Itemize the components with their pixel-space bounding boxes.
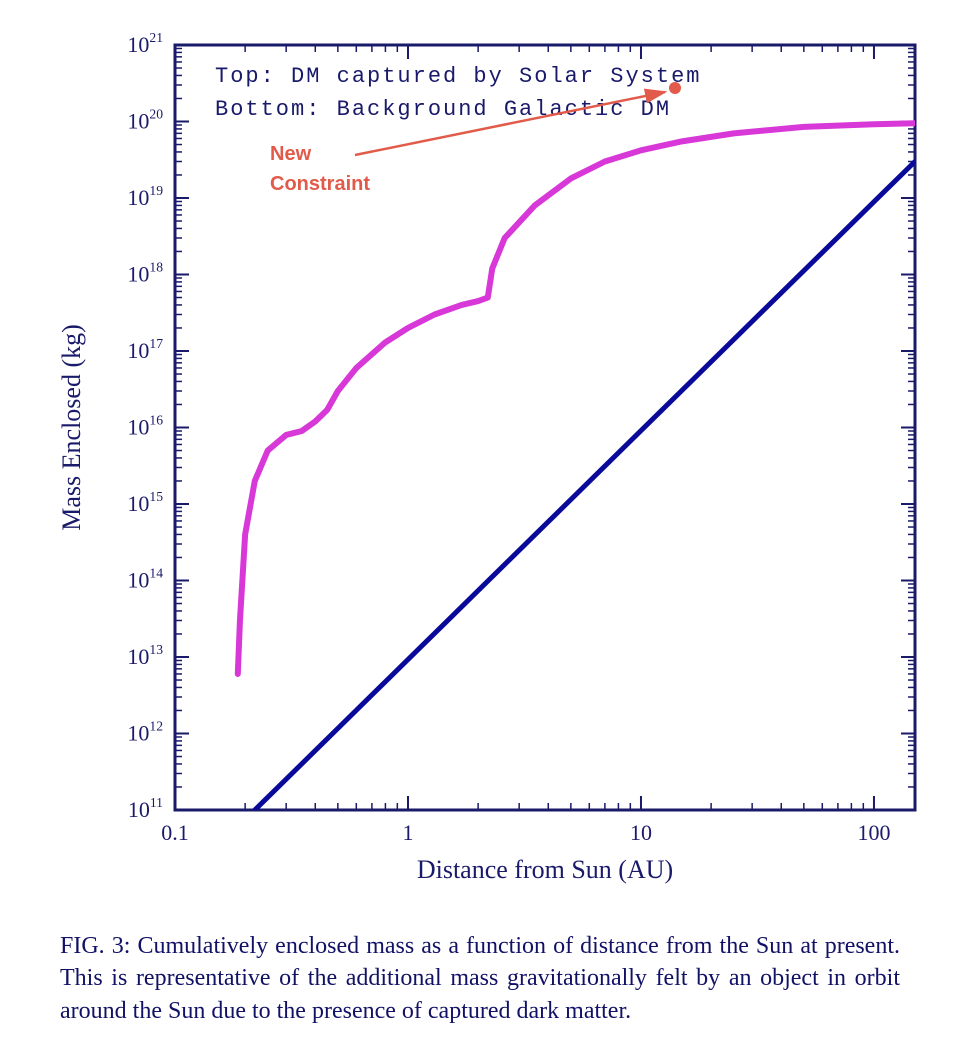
svg-text:Mass Enclosed (kg): Mass Enclosed (kg) xyxy=(57,324,86,531)
svg-text:1016: 1016 xyxy=(127,413,163,440)
svg-text:1011: 1011 xyxy=(128,795,163,822)
caption-prefix: FIG. 3: xyxy=(60,933,130,959)
svg-text:Constraint: Constraint xyxy=(270,173,370,195)
svg-text:Top: DM captured by Solar Syst: Top: DM captured by Solar System xyxy=(215,64,701,89)
svg-text:100: 100 xyxy=(857,820,890,845)
svg-text:1013: 1013 xyxy=(127,642,163,669)
figure-caption: FIG. 3: Cumulatively enclosed mass as a … xyxy=(60,930,900,1027)
svg-text:1019: 1019 xyxy=(127,183,163,210)
figure-container: 0.1 1 10 100 Distance from Sun (AU) 1011 1012 1… xyxy=(0,0,960,1027)
svg-text:Distance from Sun (AU): Distance from Sun (AU) xyxy=(417,855,673,884)
svg-text:1012: 1012 xyxy=(127,719,163,746)
svg-text:Bottom: Background Galactic DM: Bottom: Background Galactic DM xyxy=(215,97,671,122)
svg-text:1018: 1018 xyxy=(127,260,163,287)
svg-text:10: 10 xyxy=(630,820,652,845)
chart-svg: 0.1 1 10 100 Distance from Sun (AU) 1011 1012 1… xyxy=(50,20,930,890)
svg-text:1: 1 xyxy=(402,820,413,845)
caption-text: Cumulatively enclosed mass as a function… xyxy=(60,933,900,1024)
plot-area: 0.1 1 10 100 Distance from Sun (AU) 1011 1012 1… xyxy=(50,20,930,890)
svg-text:1015: 1015 xyxy=(127,489,163,516)
svg-text:1020: 1020 xyxy=(127,107,163,134)
svg-text:1014: 1014 xyxy=(127,566,163,593)
svg-text:1017: 1017 xyxy=(127,336,163,363)
svg-text:New: New xyxy=(270,143,312,165)
svg-text:0.1: 0.1 xyxy=(161,820,189,845)
svg-text:1021: 1021 xyxy=(127,30,163,57)
